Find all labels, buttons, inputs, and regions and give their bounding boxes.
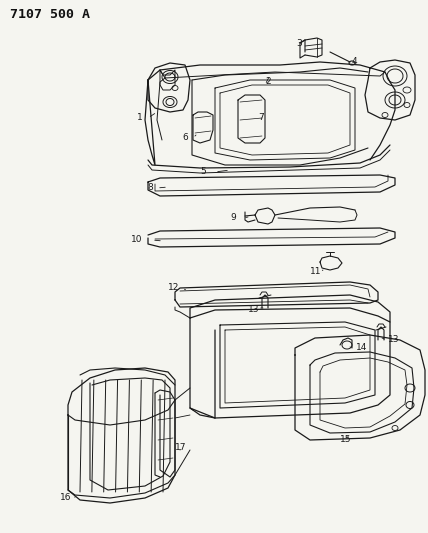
Text: 11: 11 [310,268,321,277]
Text: 16: 16 [60,494,71,503]
Text: 13: 13 [248,305,259,314]
Text: 8: 8 [147,183,153,192]
Text: 9: 9 [230,214,236,222]
Text: 3: 3 [296,39,302,49]
Text: 2: 2 [265,77,270,86]
Text: 4: 4 [352,58,358,67]
Text: 14: 14 [356,343,367,352]
Text: 6: 6 [182,133,188,142]
Text: 13: 13 [388,335,399,344]
Text: 1: 1 [137,114,143,123]
Text: 12: 12 [168,284,179,293]
Text: 15: 15 [340,435,351,445]
Text: 17: 17 [175,443,187,453]
Text: 5: 5 [200,167,206,176]
Text: 7107 500 A: 7107 500 A [10,8,90,21]
Text: 10: 10 [131,236,143,245]
Text: 7: 7 [258,114,264,123]
